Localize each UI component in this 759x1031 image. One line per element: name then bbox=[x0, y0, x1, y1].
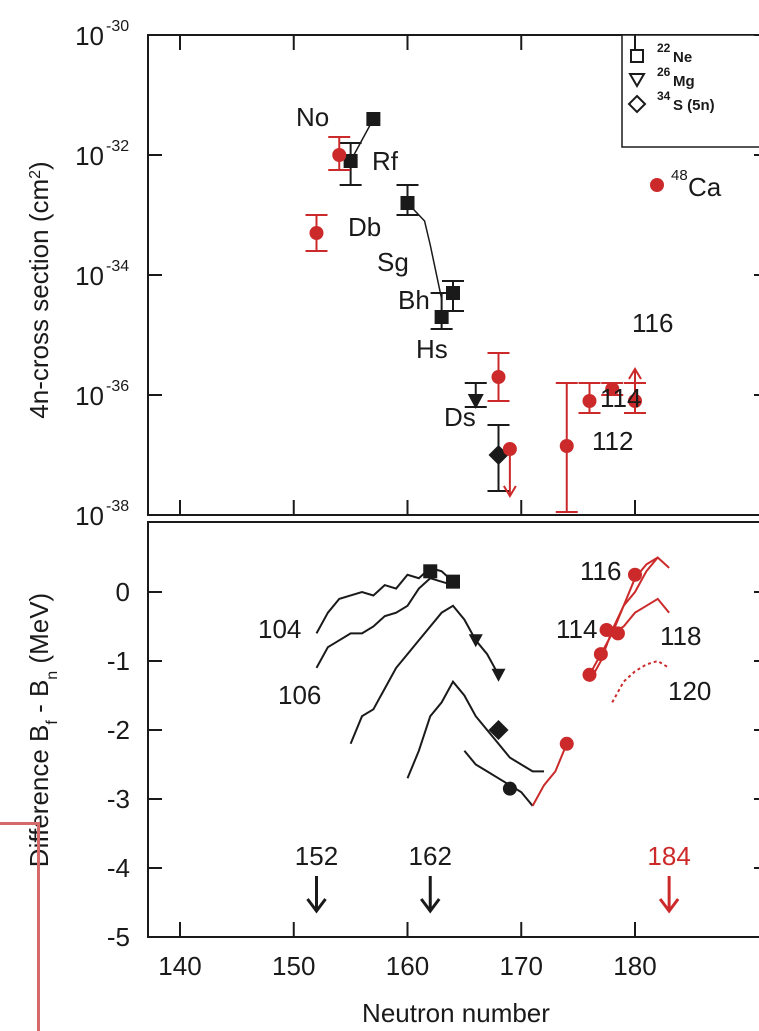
legend-label: Ne bbox=[673, 49, 692, 66]
label-z112: 112 bbox=[592, 426, 633, 456]
data-point-circle bbox=[491, 370, 506, 384]
limit-arrow-head bbox=[503, 485, 517, 498]
y-tick-label: -2 bbox=[107, 715, 130, 745]
legend-label: S (5n) bbox=[673, 97, 715, 114]
shell-arrow-head bbox=[658, 898, 680, 914]
top-y-axis-title: 4n-cross section (cm2) bbox=[24, 161, 54, 418]
label-hs: Hs bbox=[416, 334, 448, 364]
series-line-z112 bbox=[531, 743, 568, 807]
y-tick-exponent: -36 bbox=[106, 378, 129, 395]
x-tick-label: 180 bbox=[613, 951, 656, 981]
y-tick-exponent: -30 bbox=[106, 18, 129, 35]
y-tick-label: 10 bbox=[75, 381, 104, 411]
marker-square bbox=[446, 574, 460, 589]
legend-label: Mg bbox=[673, 73, 695, 90]
y-tick-label: -1 bbox=[107, 646, 130, 676]
marker-circle-red bbox=[582, 667, 597, 682]
marker-diamond bbox=[488, 720, 509, 740]
label-sg: Sg bbox=[377, 247, 409, 277]
y-tick-label: 10 bbox=[75, 21, 104, 51]
ca48-mass: 48 bbox=[671, 167, 688, 184]
data-point-circle bbox=[559, 439, 574, 453]
legend-square-icon bbox=[630, 49, 644, 63]
x-tick-label: 140 bbox=[158, 951, 201, 981]
legend-mass: 26 bbox=[657, 65, 671, 79]
label-z114: 114 bbox=[600, 383, 641, 413]
ca48-symbol: Ca bbox=[688, 172, 722, 202]
marker-circle-red bbox=[599, 622, 614, 637]
shell-label-152: 152 bbox=[295, 841, 338, 871]
label-rf: Rf bbox=[372, 146, 399, 176]
connector bbox=[406, 202, 443, 300]
label-106: 106 bbox=[278, 680, 321, 710]
marker-circle bbox=[502, 781, 517, 796]
y-tick-label: 10 bbox=[75, 501, 104, 531]
label-ds: Ds bbox=[444, 402, 476, 432]
series-line-z120 bbox=[611, 659, 670, 703]
marker-triangle bbox=[491, 668, 506, 682]
connector bbox=[349, 118, 375, 162]
data-point-circle bbox=[309, 226, 324, 240]
y-tick-label: -3 bbox=[107, 784, 130, 814]
y-tick-label: -4 bbox=[107, 853, 130, 883]
label-no: No bbox=[296, 102, 329, 132]
series-line-z110 bbox=[406, 679, 544, 779]
y-tick-label: 10 bbox=[75, 261, 104, 291]
data-point-circle bbox=[628, 394, 642, 408]
label-114: 114 bbox=[556, 614, 597, 644]
data-point-circle bbox=[582, 394, 597, 408]
data-point-circle bbox=[605, 382, 620, 396]
label-116: 116 bbox=[580, 556, 621, 586]
data-point-triangle bbox=[467, 394, 484, 409]
ca48-legend-marker bbox=[650, 178, 664, 192]
y-tick-exponent: -38 bbox=[106, 498, 129, 515]
ca48-label: 48 Ca bbox=[650, 167, 722, 202]
marker-circle-red bbox=[593, 647, 608, 662]
y-tick-exponent: -32 bbox=[106, 138, 129, 155]
x-axis-title: Neutron number bbox=[362, 998, 550, 1028]
marker-triangle bbox=[468, 634, 483, 648]
x-tick-label: 160 bbox=[386, 951, 429, 981]
legend-mass: 22 bbox=[657, 41, 671, 55]
x-tick-label: 150 bbox=[272, 951, 315, 981]
marker-circle-red bbox=[628, 567, 642, 582]
label-bh: Bh bbox=[398, 285, 430, 315]
y-tick-label: 10 bbox=[75, 141, 104, 171]
shell-label-162: 162 bbox=[409, 841, 452, 871]
series-line-z112 bbox=[463, 750, 534, 807]
x-tick-label: 170 bbox=[500, 951, 543, 981]
label-120: 120 bbox=[668, 676, 711, 706]
y-tick-label: -5 bbox=[107, 922, 130, 952]
limit-arrow-head bbox=[628, 367, 642, 380]
shell-label-184: 184 bbox=[647, 841, 690, 871]
data-point-square bbox=[446, 286, 460, 300]
shell-arrow-head bbox=[420, 898, 441, 914]
data-point-circle bbox=[332, 148, 347, 162]
marker-circle-red bbox=[559, 736, 574, 751]
bottom-y-axis-title: Difference Bf - Bn (MeV) bbox=[24, 593, 61, 867]
red-outline-box bbox=[0, 822, 40, 1031]
y-tick-exponent: -34 bbox=[106, 258, 129, 275]
y-tick-label: 0 bbox=[116, 577, 130, 607]
legend-mass: 34 bbox=[657, 89, 671, 103]
legend-box bbox=[621, 34, 759, 148]
marker-square bbox=[423, 564, 438, 579]
legend-diamond-icon bbox=[627, 94, 647, 114]
shell-arrow-head bbox=[306, 898, 327, 914]
label-z116: 116 bbox=[632, 308, 673, 338]
label-104: 104 bbox=[258, 614, 301, 644]
label-118: 118 bbox=[660, 621, 701, 651]
marker-circle-red bbox=[610, 626, 625, 641]
data-point-square bbox=[434, 310, 449, 324]
label-db: Db bbox=[348, 212, 381, 242]
legend-triangle-icon bbox=[628, 73, 646, 88]
